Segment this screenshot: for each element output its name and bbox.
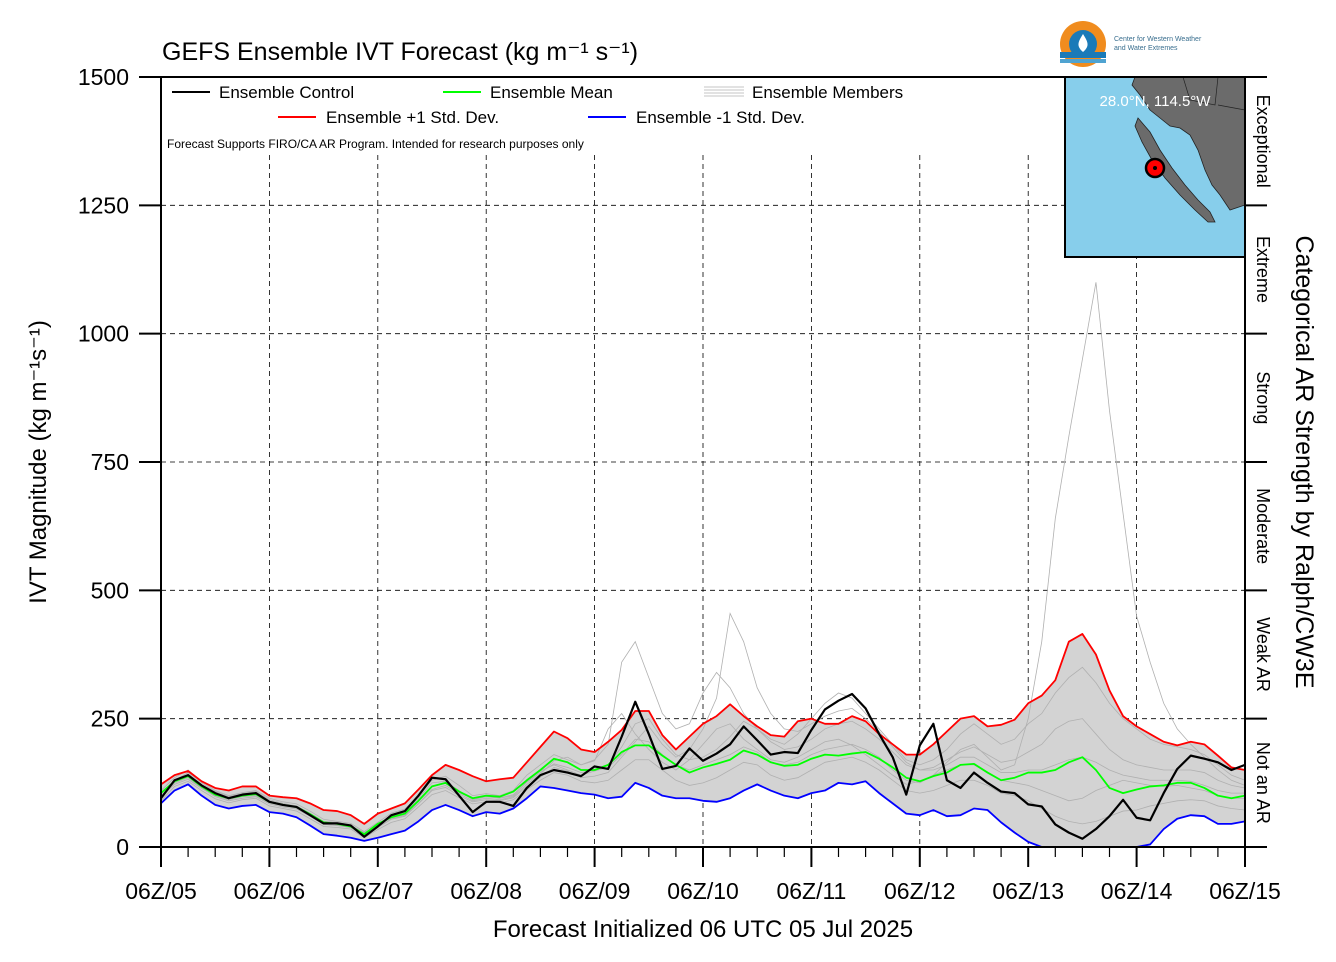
- legend-label-minus-std: Ensemble -1 Std. Dev.: [636, 108, 805, 127]
- map-mainland: [1131, 76, 1246, 211]
- category-label: Not an AR: [1253, 742, 1273, 824]
- x-tick-label: 06Z/11: [776, 878, 846, 904]
- legend-label-control: Ensemble Control: [219, 83, 354, 102]
- chart-title: GEFS Ensemble IVT Forecast (kg m⁻¹ s⁻¹): [162, 38, 638, 66]
- x-axis-label: Forecast Initialized 06 UTC 05 Jul 2025: [493, 916, 913, 943]
- ensemble-series: [160, 633, 1246, 848]
- x-tick-label: 06Z/09: [559, 878, 631, 904]
- y-tick-label: 250: [91, 706, 129, 732]
- x-tick-label: 06Z/15: [1209, 878, 1281, 904]
- inset-location-label: 28.0°N, 114.5°W: [1100, 93, 1212, 110]
- y-tick-label: 500: [91, 577, 129, 603]
- category-label: Weak AR: [1253, 617, 1273, 692]
- y-axis-label: IVT Magnitude (kg m⁻¹s⁻¹): [25, 320, 52, 604]
- x-tick-label: 06Z/06: [234, 878, 306, 904]
- category-label: Extreme: [1253, 236, 1273, 303]
- logo-line-2: and Water Extremes: [1114, 45, 1178, 52]
- y-tick-label: 1500: [78, 64, 129, 90]
- y-tick-label: 750: [91, 449, 129, 475]
- x-tick-label: 06Z/13: [992, 878, 1064, 904]
- series-line-control: [160, 692, 1246, 840]
- legend-label-mean: Ensemble Mean: [490, 83, 613, 102]
- logo-line-1: Center for Western Weather: [1114, 36, 1202, 43]
- location-dot-icon: [1153, 166, 1157, 170]
- cw3e-logo: Center for Western Weather and Water Ext…: [1060, 21, 1202, 67]
- axes: 0 250 500 750 1000 1250 1500 06Z/05 06Z/06 06Z/07…: [78, 64, 1281, 904]
- legend-label-members: Ensemble Members: [752, 83, 903, 102]
- category-label: Strong: [1253, 371, 1273, 424]
- member-line: [160, 756, 1246, 839]
- x-tick-label: 06Z/10: [667, 878, 739, 904]
- ar-category-axis: Not an AR Weak AR Moderate Strong Extreme Exc…: [1244, 76, 1273, 848]
- x-tick-label: 06Z/05: [125, 878, 197, 904]
- y-tick-label: 1250: [78, 192, 129, 218]
- x-tick-label: 06Z/14: [1101, 878, 1173, 904]
- location-inset-map: 28.0°N, 114.5°W: [1064, 76, 1246, 258]
- research-note: Forecast Supports FIRO/CA AR Program. In…: [167, 137, 584, 151]
- category-label: Moderate: [1253, 488, 1273, 564]
- legend-label-plus-std: Ensemble +1 Std. Dev.: [326, 108, 499, 127]
- x-tick-label: 06Z/08: [450, 878, 522, 904]
- legend: Ensemble Control Ensemble Mean Ensemble …: [167, 83, 903, 151]
- series-line-plus-std: [160, 633, 1246, 825]
- member-line: [160, 612, 1245, 838]
- x-tick-label: 06Z/07: [342, 878, 414, 904]
- y-tick-label: 0: [116, 834, 129, 860]
- map-borders: [1182, 76, 1246, 111]
- category-axis-label: Categorical AR Strength by Ralph/CW3E: [1290, 236, 1318, 689]
- category-label: Exceptional: [1253, 95, 1273, 188]
- y-tick-label: 1000: [78, 321, 129, 347]
- member-line: [160, 640, 1246, 833]
- x-tick-label: 06Z/12: [884, 878, 956, 904]
- legend-swatch-members: [704, 86, 744, 97]
- std-dev-spread-band: [161, 633, 1245, 847]
- map-baja-peninsula: [1134, 117, 1216, 223]
